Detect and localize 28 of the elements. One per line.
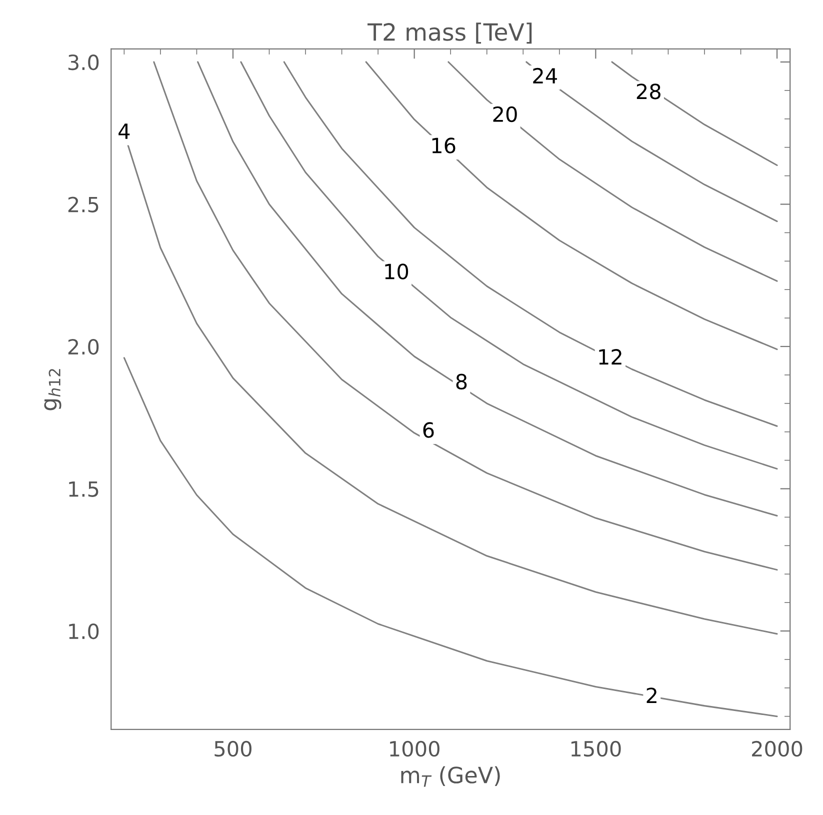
line-series	[365, 61, 778, 350]
y-tick-label: 2.5	[68, 196, 98, 212]
line-series	[526, 61, 778, 222]
annotation: 4	[118, 124, 130, 139]
x-tick-label: 2000	[752, 740, 802, 757]
annotation: 6	[423, 422, 434, 438]
annotation: 16	[432, 138, 456, 154]
annotation: 12	[599, 349, 622, 364]
line-series	[611, 61, 778, 166]
annotation: 10	[385, 264, 408, 280]
x-tick-label: 500	[214, 740, 252, 757]
y-tick-label: 1.0	[69, 623, 99, 640]
x-tick-label: 1500	[571, 740, 621, 757]
annotation: 28	[636, 84, 660, 100]
line-series	[197, 61, 778, 517]
annotation: 24	[533, 68, 557, 84]
y-axis-title: g$_{h12}$	[44, 369, 62, 410]
y-tick-label: 3.0	[68, 54, 99, 70]
annotation: 8	[456, 374, 467, 390]
x-axis-title: m$_{T}$ (GeV)	[401, 766, 500, 787]
line-series	[153, 61, 778, 571]
y-tick-label: 2.0	[68, 338, 99, 355]
x-tick-label: 1000	[390, 740, 440, 757]
line-series	[240, 61, 778, 470]
y-tick-label: 1.5	[69, 481, 98, 497]
annotation: 2	[646, 688, 656, 704]
annotation: 20	[493, 106, 517, 122]
chart-title: T2 mass [TeV]	[368, 22, 532, 44]
